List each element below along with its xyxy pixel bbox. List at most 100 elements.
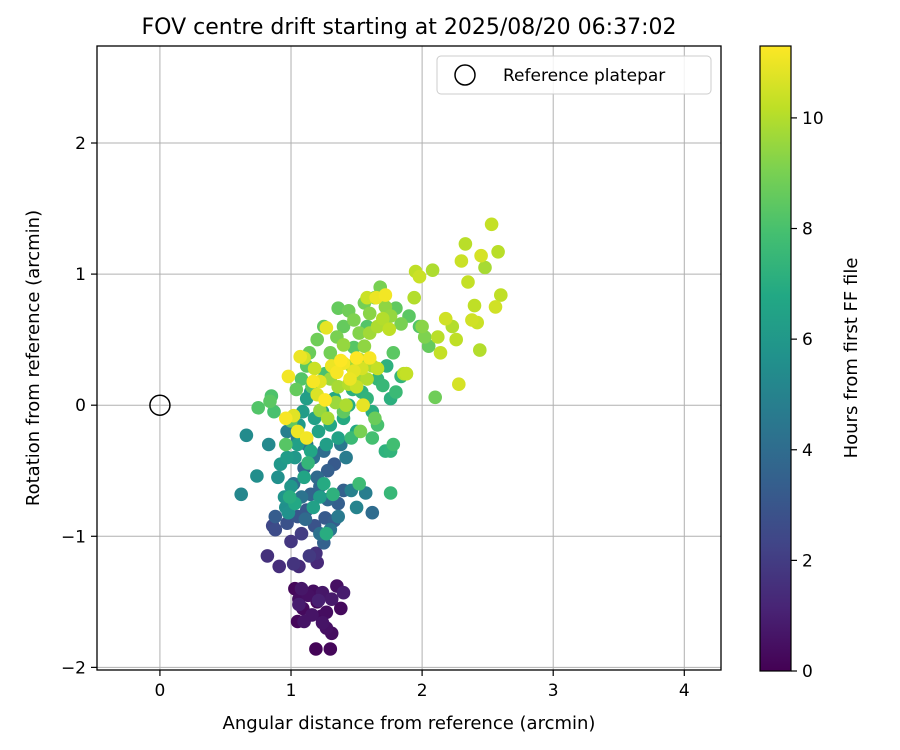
data-point xyxy=(336,338,351,352)
data-point xyxy=(484,217,499,232)
data-point xyxy=(320,411,335,426)
data-point xyxy=(382,322,397,337)
chart-title: FOV centre drift starting at 2025/08/20 … xyxy=(142,15,677,40)
data-point xyxy=(234,487,248,502)
data-point xyxy=(251,401,265,415)
data-point xyxy=(433,346,448,360)
grid-lines xyxy=(97,46,721,670)
data-point xyxy=(284,479,298,494)
data-point xyxy=(360,372,374,386)
data-point xyxy=(310,332,325,347)
data-point xyxy=(425,263,440,278)
data-point xyxy=(378,288,393,302)
data-point xyxy=(294,581,309,596)
data-point xyxy=(415,319,429,334)
colorbar-tick-label: 4 xyxy=(802,441,813,461)
data-point xyxy=(272,559,287,574)
data-point xyxy=(297,470,311,485)
data-point xyxy=(454,254,469,268)
data-point xyxy=(323,642,338,656)
data-point xyxy=(292,597,306,612)
colorbar-tick-label: 0 xyxy=(802,662,813,682)
data-point xyxy=(458,237,473,251)
y-tick-label: 2 xyxy=(75,134,86,154)
data-point xyxy=(309,642,323,656)
data-point xyxy=(339,450,353,465)
data-point xyxy=(289,382,304,397)
data-point xyxy=(431,330,445,344)
data-point xyxy=(326,487,340,502)
data-point xyxy=(376,311,390,326)
data-point xyxy=(467,298,482,313)
data-point xyxy=(449,332,464,347)
data-point xyxy=(331,509,346,524)
data-point xyxy=(279,437,293,452)
data-point xyxy=(407,290,422,305)
y-tick-label: 0 xyxy=(75,396,86,416)
data-point xyxy=(281,369,296,384)
plot-frame xyxy=(96,45,722,671)
data-point xyxy=(293,349,308,364)
colorbar-ticks: 0 2 4 6 8 10 xyxy=(791,109,824,682)
data-point xyxy=(299,431,314,445)
data-point xyxy=(352,326,367,340)
data-point xyxy=(336,319,351,334)
data-point xyxy=(250,469,264,483)
data-point xyxy=(353,424,368,439)
data-point xyxy=(349,351,364,365)
data-point xyxy=(412,269,427,284)
data-point xyxy=(307,361,322,376)
data-point xyxy=(284,534,298,549)
data-point xyxy=(319,526,334,541)
data-point xyxy=(356,398,370,413)
data-point xyxy=(299,391,314,406)
data-point xyxy=(324,592,339,606)
data-point xyxy=(311,424,326,439)
data-point xyxy=(302,549,317,563)
data-point xyxy=(494,288,508,302)
scatter-points xyxy=(234,217,508,656)
colorbar-tick-label: 2 xyxy=(802,551,813,571)
colorbar-tick-label: 6 xyxy=(802,330,813,350)
data-point xyxy=(301,456,315,470)
data-point xyxy=(347,340,361,355)
data-point xyxy=(330,365,344,380)
data-point xyxy=(452,377,466,392)
colorbar-gradient xyxy=(759,45,792,672)
data-point xyxy=(488,300,503,314)
data-point xyxy=(474,248,488,263)
data-point xyxy=(279,411,293,426)
data-point xyxy=(389,385,403,399)
data-point xyxy=(376,378,390,393)
data-point xyxy=(280,424,294,439)
data-point xyxy=(317,477,331,491)
legend-entry-reference-platepar: Reference platepar xyxy=(503,66,665,86)
data-point xyxy=(331,380,346,394)
data-point xyxy=(334,601,348,616)
colorbar-tick-label: 10 xyxy=(802,109,824,129)
data-point xyxy=(271,470,285,485)
data-point xyxy=(323,346,338,360)
data-point xyxy=(368,411,382,426)
data-point xyxy=(362,306,377,321)
y-tick-label: −2 xyxy=(61,658,86,678)
x-tick-label: 4 xyxy=(679,681,690,701)
data-point xyxy=(303,444,318,458)
x-tick-label: 0 xyxy=(155,681,166,701)
data-point xyxy=(394,317,408,331)
data-point xyxy=(297,614,311,629)
x-tick-label: 3 xyxy=(548,681,559,701)
data-point xyxy=(347,313,361,327)
x-tick-label: 2 xyxy=(417,681,428,701)
reference-platepar-marker xyxy=(149,394,171,416)
y-tick-label: 1 xyxy=(75,265,86,285)
data-point xyxy=(319,437,334,452)
data-point xyxy=(286,557,301,571)
data-point xyxy=(473,343,487,357)
data-point xyxy=(334,353,348,368)
data-point xyxy=(315,616,330,630)
data-point xyxy=(294,526,309,541)
data-point xyxy=(318,393,332,407)
data-point xyxy=(261,437,276,452)
